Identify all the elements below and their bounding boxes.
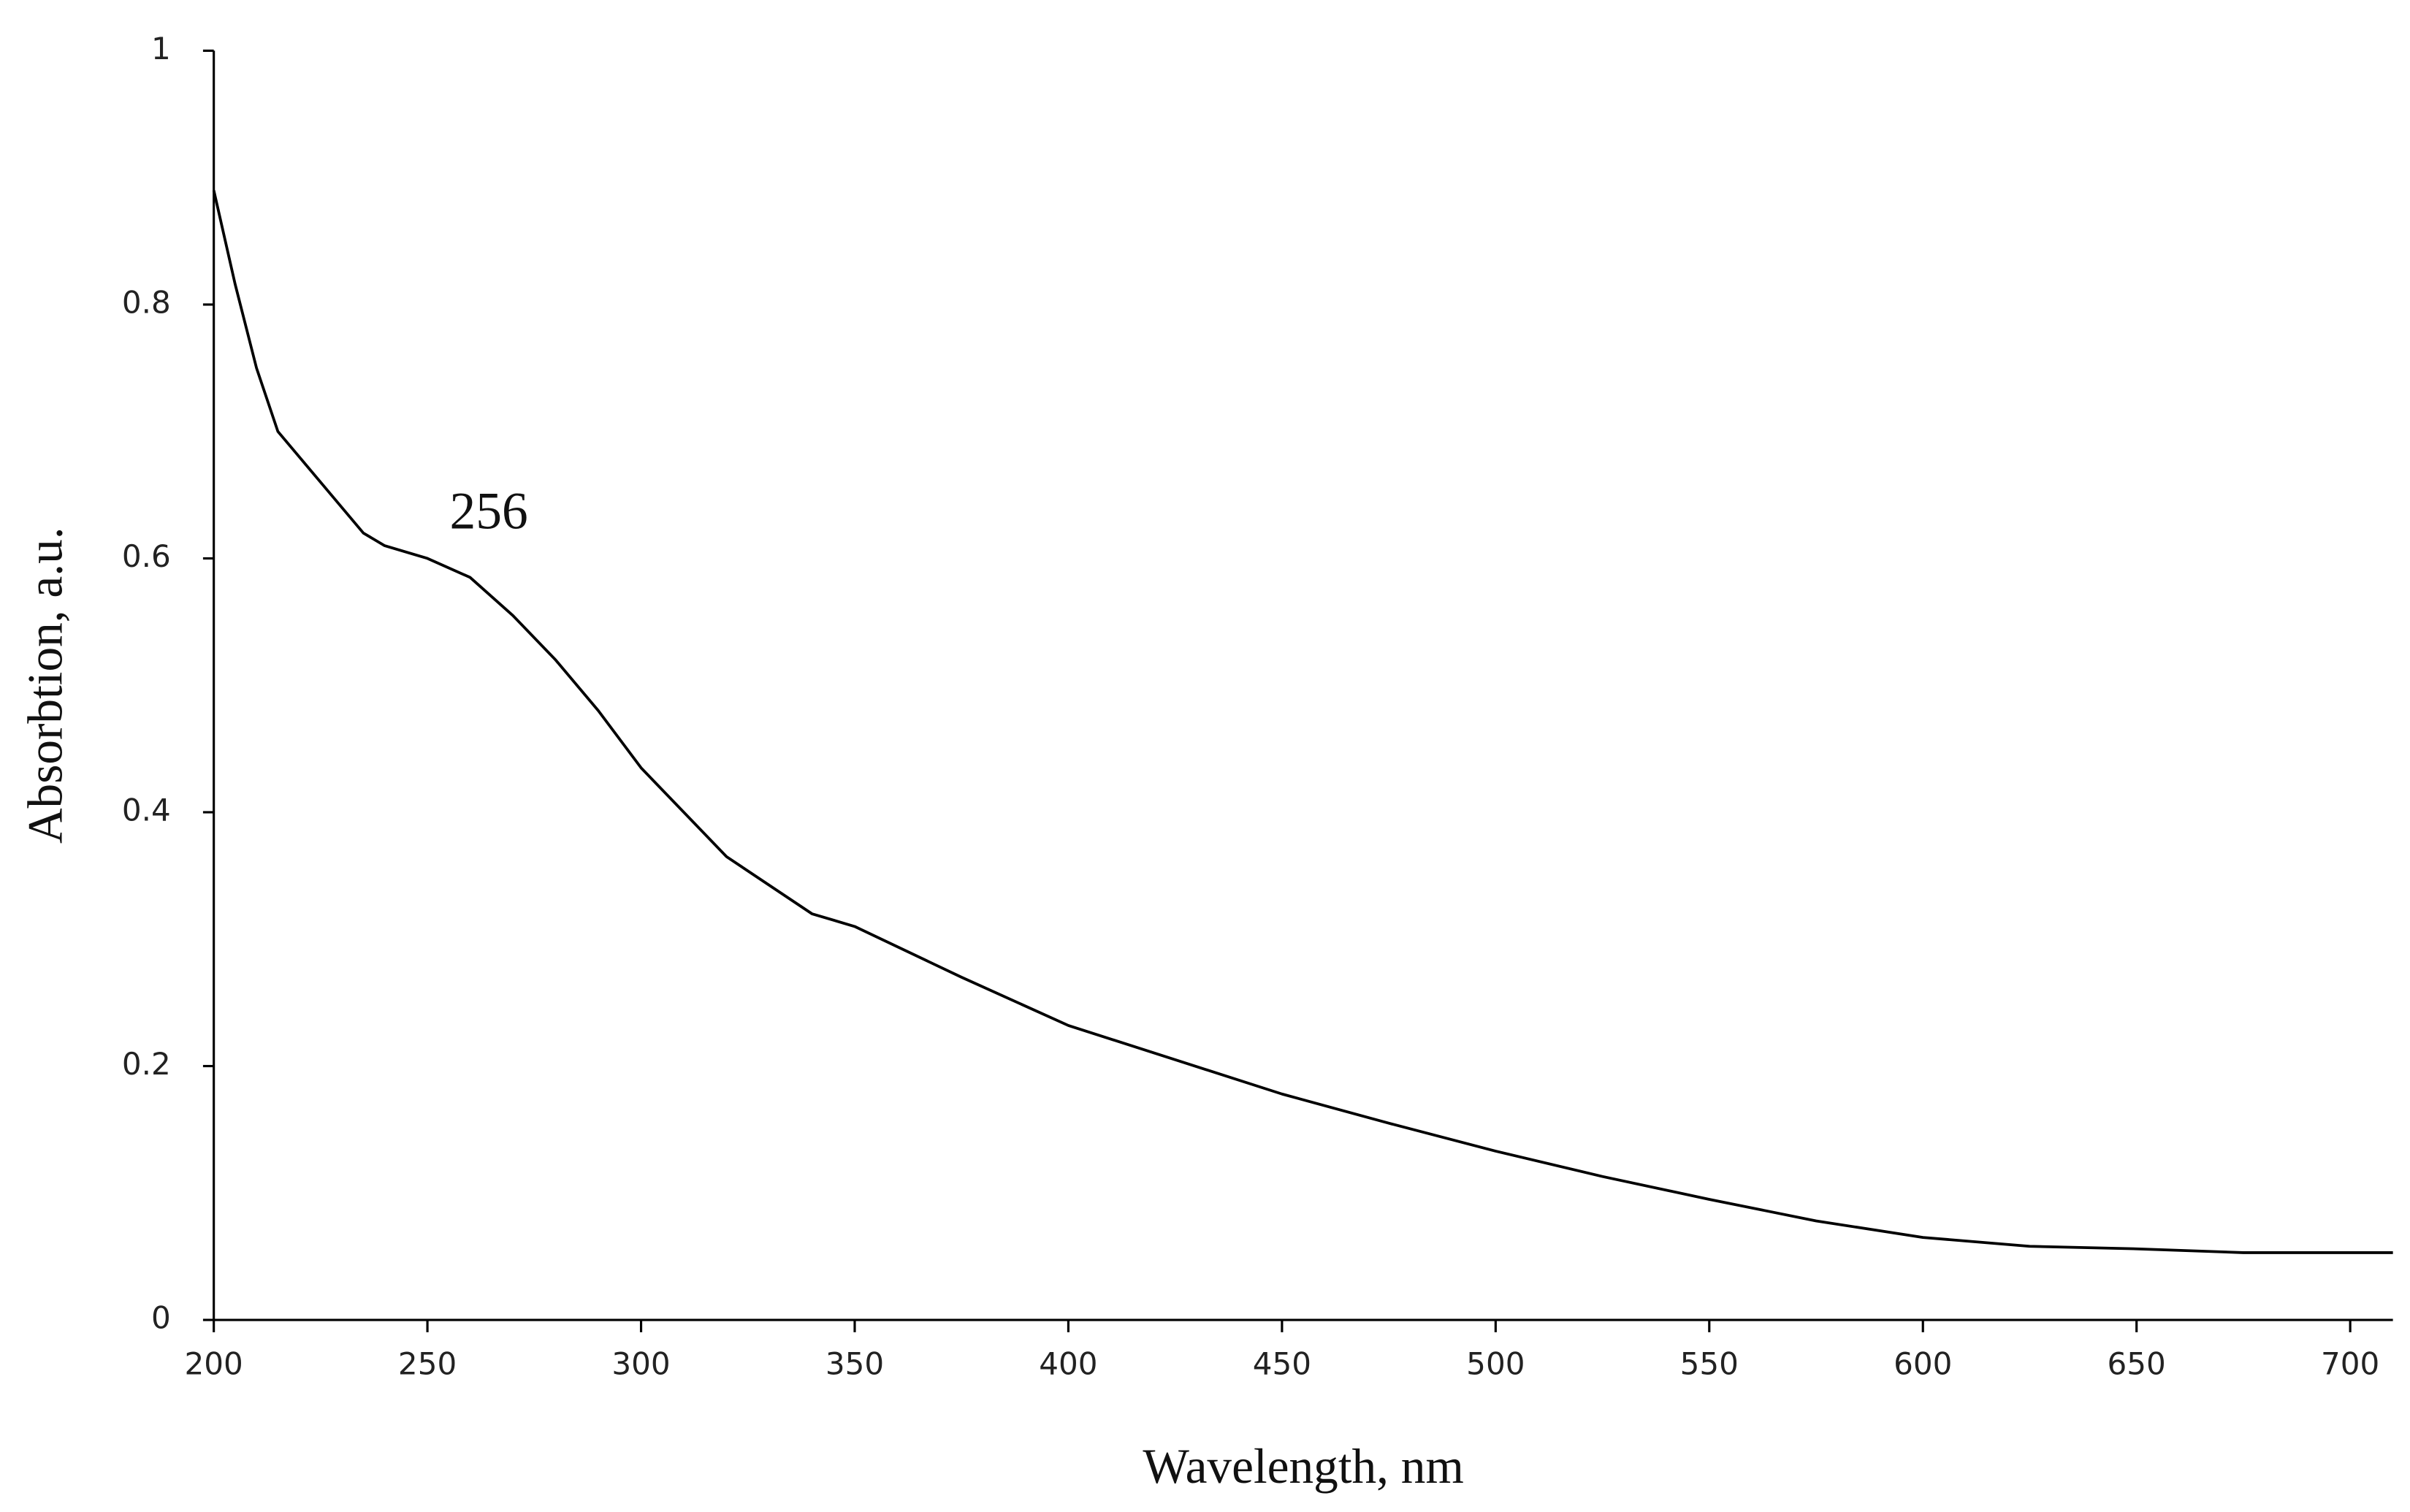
x-tick-label: 250 — [398, 1346, 457, 1382]
y-tick-label: 0 — [151, 1300, 171, 1336]
x-tick-label: 300 — [611, 1346, 670, 1382]
x-axis-label: Wavelength, nm — [1143, 1439, 1463, 1494]
x-tick-label: 200 — [184, 1346, 243, 1382]
y-tick-label: 1 — [151, 31, 171, 66]
x-tick-label: 600 — [1894, 1346, 1952, 1382]
x-tick-label: 450 — [1253, 1346, 1311, 1382]
x-tick-label: 500 — [1466, 1346, 1525, 1382]
x-tick-label: 400 — [1039, 1346, 1097, 1382]
y-tick-label: 0.6 — [122, 538, 171, 574]
x-tick-label: 550 — [1680, 1346, 1739, 1382]
x-tick-label: 650 — [2108, 1346, 2166, 1382]
y-tick-label: 0.2 — [122, 1046, 171, 1082]
x-tick-label: 700 — [2321, 1346, 2379, 1382]
y-tick-label: 0.8 — [122, 284, 171, 320]
data-line — [212, 190, 2393, 1254]
annotation: 256 — [450, 483, 528, 541]
y-axis-label: Absorbtion, a.u. — [18, 527, 72, 844]
y-tick-label: 0.4 — [122, 792, 171, 828]
x-tick-label: 350 — [825, 1346, 884, 1382]
